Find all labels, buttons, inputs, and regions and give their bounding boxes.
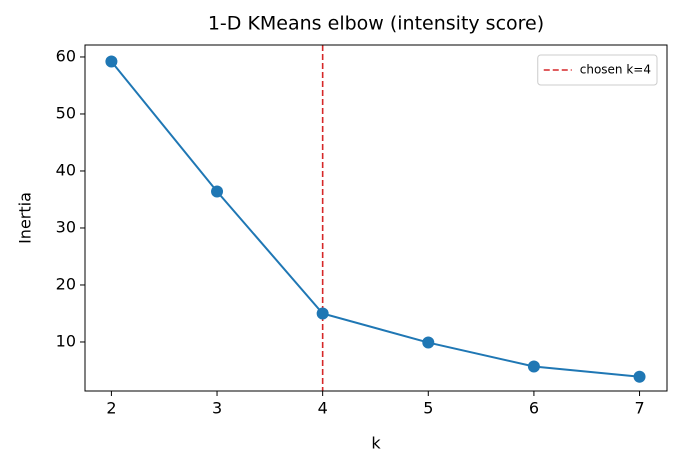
data-line: [110, 60, 640, 378]
y-tick-label: 50: [56, 103, 76, 122]
y-tick-label: 30: [56, 217, 76, 236]
plot-frame: [84, 44, 668, 392]
x-tick-label: 3: [212, 399, 222, 418]
chart-title: 1-D KMeans elbow (intensity score): [208, 13, 544, 35]
legend-label: chosen k=4: [580, 63, 651, 77]
y-tick-label: 20: [56, 274, 76, 293]
y-axis-label: Inertia: [16, 192, 35, 244]
x-tick-label: 7: [634, 399, 644, 418]
y-tick-label: 60: [56, 46, 76, 65]
x-tick-label: 4: [318, 399, 328, 418]
x-tick-label: 5: [423, 399, 433, 418]
data-point: [316, 307, 329, 320]
data-point: [527, 360, 540, 373]
data-point: [211, 185, 224, 198]
y-tick-label: 40: [56, 160, 76, 179]
x-axis-label: k: [371, 434, 381, 453]
legend-box: [537, 54, 658, 86]
x-tick-label: 2: [106, 399, 116, 418]
data-point: [422, 336, 435, 349]
data-point: [105, 55, 118, 68]
data-point: [633, 370, 646, 383]
y-tick-label: 10: [56, 331, 76, 350]
x-tick-label: 6: [529, 399, 539, 418]
